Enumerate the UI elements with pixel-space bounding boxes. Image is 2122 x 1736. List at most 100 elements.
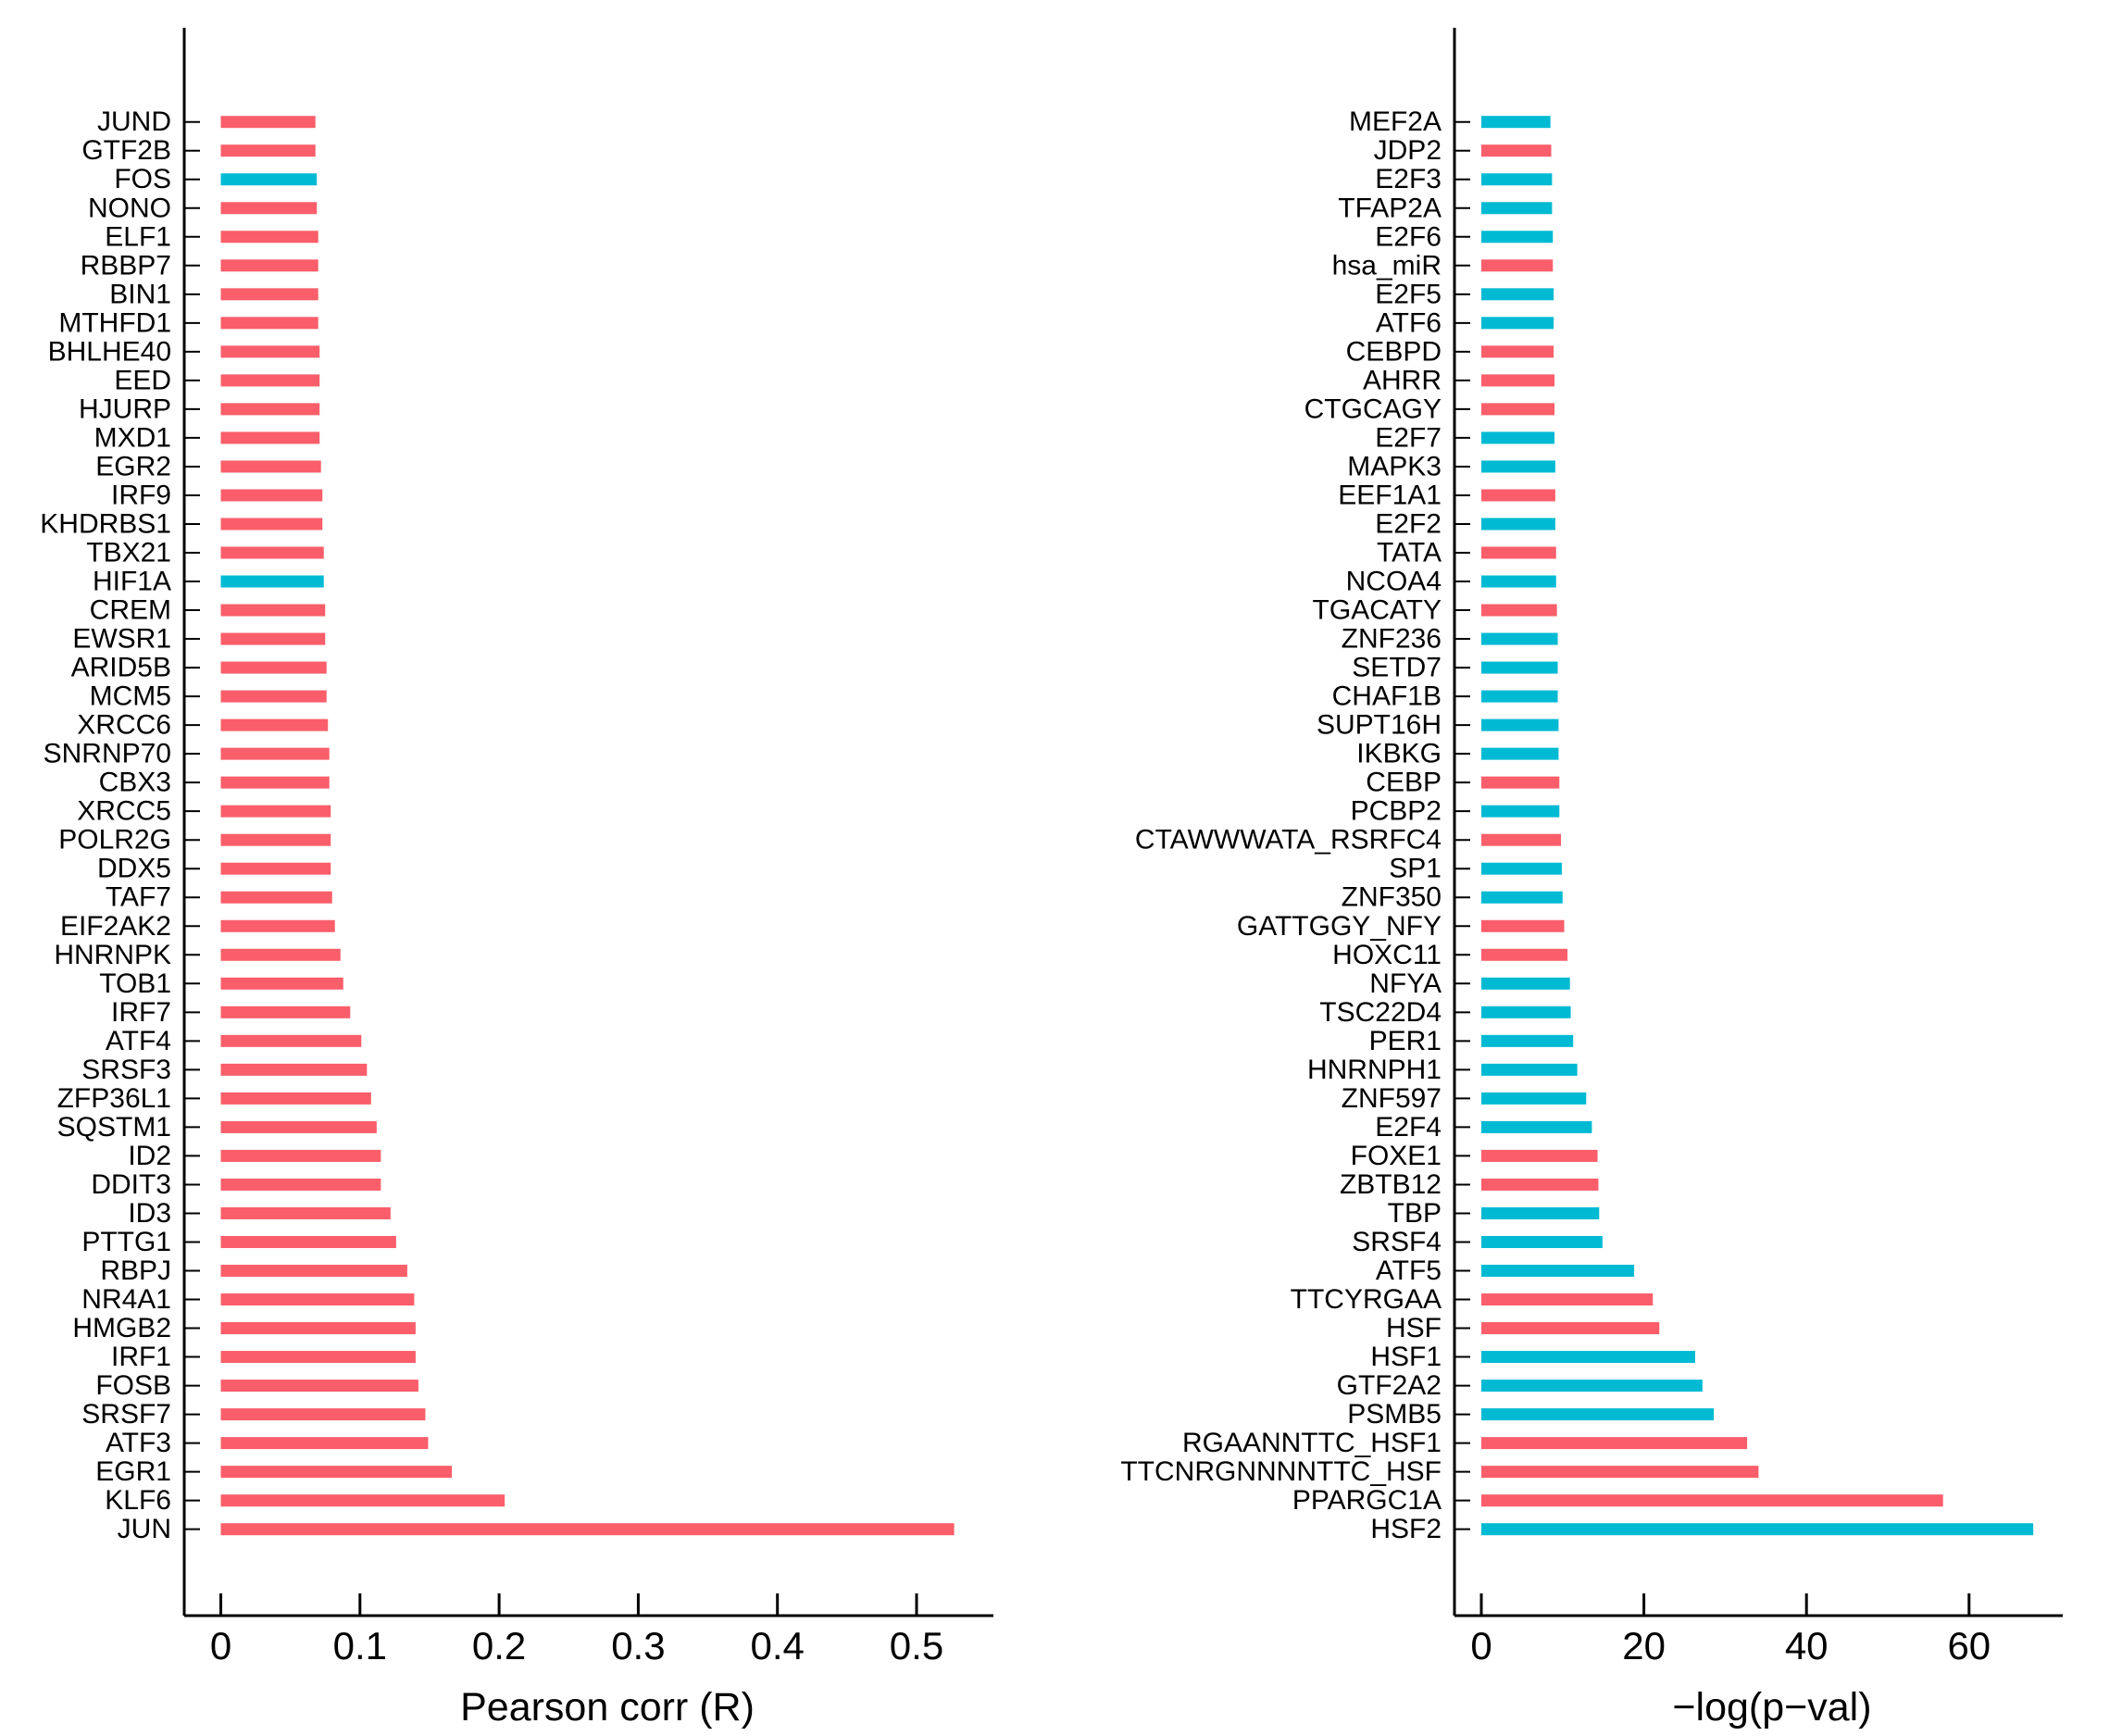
x-tick-label-0.3: 0.3: [611, 1624, 665, 1667]
category-label-HSF2: HSF2: [1370, 1514, 1442, 1544]
category-label-SNRNP70: SNRNP70: [44, 739, 171, 769]
bar-PSMB5: [1481, 1408, 1715, 1421]
bar-CEBP: [1481, 776, 1560, 789]
bar-GATTGGY_NFY: [1481, 919, 1565, 932]
category-label-EWSR1: EWSR1: [72, 624, 171, 655]
bar-NFYA: [1481, 977, 1570, 990]
category-label-PER1: PER1: [1369, 1026, 1442, 1056]
bar-HSF: [1481, 1322, 1660, 1335]
bar-SETD7: [1481, 661, 1558, 674]
category-label-TTCYRGAA: TTCYRGAA: [1291, 1284, 1442, 1315]
category-label-ZNF350: ZNF350: [1342, 882, 1442, 913]
bar-TGACATY: [1481, 604, 1557, 617]
bar-HIF1A: [220, 575, 324, 588]
category-label-TBX21: TBX21: [86, 538, 171, 568]
bar-ZFP36L1: [220, 1092, 371, 1105]
bar-ATF4: [220, 1034, 362, 1047]
category-label-EIF2AK2: EIF2AK2: [60, 911, 171, 942]
bar-SQSTM1: [220, 1120, 377, 1133]
category-label-E2F2: E2F2: [1375, 508, 1442, 539]
bar-KHDRBS1: [220, 518, 323, 531]
category-label-EEF1A1: EEF1A1: [1338, 480, 1442, 510]
category-label-SP1: SP1: [1389, 854, 1442, 884]
bar-CTAWWWATA_RSRFC4: [1481, 833, 1562, 846]
bar-NR4A1: [220, 1293, 415, 1306]
category-label-CEBPD: CEBPD: [1346, 336, 1442, 367]
category-label-CTAWWWATA_RSRFC4: CTAWWWATA_RSRFC4: [1135, 825, 1442, 856]
category-label-SUPT16H: SUPT16H: [1317, 710, 1442, 741]
bar-XRCC6: [220, 718, 329, 731]
bar-ATF6: [1481, 317, 1554, 330]
bar-ID3: [220, 1206, 391, 1219]
bar-TBP: [1481, 1206, 1600, 1219]
bar-PCBP2: [1481, 805, 1560, 818]
bar-TFAP2A: [1481, 202, 1553, 215]
bar-TTCYRGAA: [1481, 1293, 1654, 1306]
category-label-PTTG1: PTTG1: [81, 1227, 171, 1257]
category-label-IRF7: IRF7: [111, 997, 171, 1028]
category-label-HMGB2: HMGB2: [72, 1313, 171, 1343]
category-label-DDX5: DDX5: [97, 854, 171, 884]
category-label-SETD7: SETD7: [1352, 653, 1442, 683]
category-label-HSF: HSF: [1386, 1313, 1442, 1343]
category-label-TAF7: TAF7: [106, 882, 171, 913]
bar-EGR1: [220, 1466, 452, 1479]
bar-RBPJ: [220, 1265, 407, 1277]
x-tick-label-0.2: 0.2: [472, 1624, 526, 1667]
bar-NONO: [220, 202, 318, 215]
category-label-DDIT3: DDIT3: [91, 1169, 171, 1200]
bar-ID2: [220, 1149, 381, 1162]
bar-DDX5: [220, 862, 331, 875]
bar-TAF7: [220, 891, 332, 904]
bar-XRCC5: [220, 805, 331, 818]
category-label-RBPJ: RBPJ: [100, 1255, 171, 1286]
bar-PTTG1: [220, 1235, 396, 1248]
category-label-BIN1: BIN1: [109, 279, 171, 309]
category-label-E2F7: E2F7: [1375, 422, 1442, 453]
category-label-EGR1: EGR1: [95, 1456, 171, 1487]
category-label-E2F6: E2F6: [1375, 221, 1442, 252]
x-tick-label-0.4: 0.4: [751, 1624, 805, 1667]
bar-JDP2: [1481, 144, 1552, 157]
bar-E2F5: [1481, 288, 1554, 301]
bar-PER1: [1481, 1034, 1574, 1047]
category-label-ZFP36L1: ZFP36L1: [57, 1083, 171, 1114]
category-label-KHDRBS1: KHDRBS1: [40, 508, 171, 539]
bar-POLR2G: [220, 833, 331, 846]
bar-BHLHE40: [220, 345, 320, 358]
bar-GTF2A2: [1481, 1380, 1703, 1393]
bar-FOSB: [220, 1380, 418, 1393]
category-label-E2F4: E2F4: [1375, 1112, 1442, 1143]
category-label-FOXE1: FOXE1: [1351, 1141, 1442, 1171]
bar-ATF5: [1481, 1265, 1635, 1277]
bar-IKBKG: [1481, 747, 1559, 760]
bar-EED: [220, 374, 320, 387]
category-label-TOB1: TOB1: [99, 968, 171, 999]
bar-ZBTB12: [1481, 1178, 1599, 1191]
neg-log-pval-chart: MEF2AJDP2E2F3TFAP2AE2F6hsa_miRE2F5ATF6CE…: [1120, 28, 2063, 1667]
category-label-CBX3: CBX3: [99, 768, 171, 798]
bar-DDIT3: [220, 1178, 381, 1191]
bar-EGR2: [220, 460, 321, 473]
bar-E2F2: [1481, 518, 1555, 531]
bar-HOXC11: [1481, 948, 1568, 961]
bar-IRF1: [220, 1351, 416, 1364]
bar-SRSF7: [220, 1408, 426, 1421]
bar-SRSF3: [220, 1063, 368, 1076]
category-label-ARID5B: ARID5B: [71, 653, 171, 683]
bar-E2F4: [1481, 1120, 1592, 1133]
category-label-POLR2G: POLR2G: [58, 825, 171, 856]
category-label-AHRR: AHRR: [1363, 365, 1442, 395]
category-label-ID3: ID3: [128, 1198, 171, 1229]
x-tick-label-0: 0: [1470, 1624, 1492, 1667]
bar-TBX21: [220, 546, 324, 559]
bar-MXD1: [220, 431, 320, 444]
bar-EWSR1: [220, 632, 326, 645]
category-label-EED: EED: [114, 365, 171, 395]
category-label-FOS: FOS: [114, 164, 171, 194]
category-label-PCBP2: PCBP2: [1351, 796, 1442, 827]
category-label-CREM: CREM: [90, 595, 171, 626]
bar-KLF6: [220, 1494, 506, 1507]
